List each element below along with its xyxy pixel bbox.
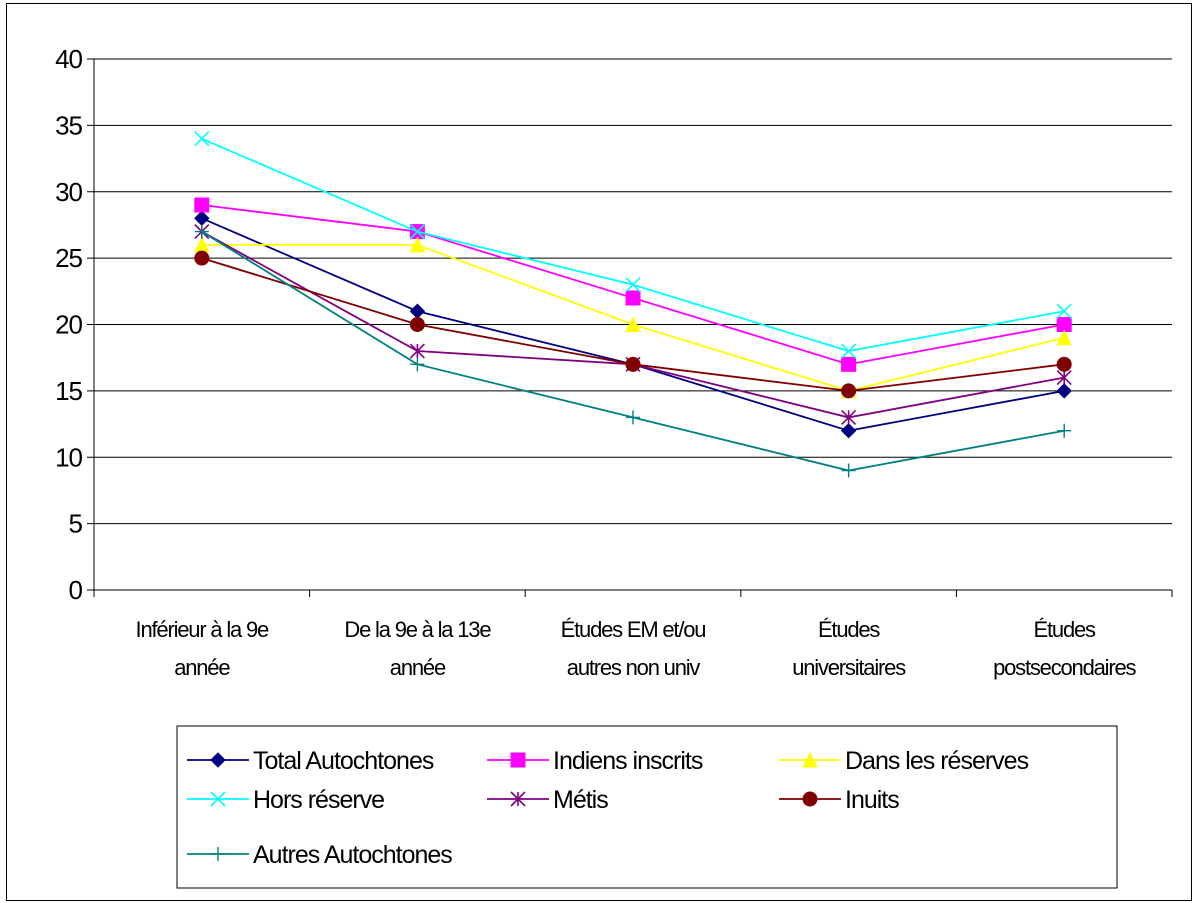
x-category-label: universitaires xyxy=(792,655,906,680)
legend-marker xyxy=(211,847,225,861)
legend-item: Dans les réserves xyxy=(779,747,1030,775)
data-point xyxy=(1056,370,1072,386)
y-tick-label: 0 xyxy=(69,575,83,605)
data-point xyxy=(1056,383,1072,399)
data-point xyxy=(409,224,425,240)
y-tick-label: 10 xyxy=(55,442,82,472)
data-point xyxy=(194,131,210,147)
legend-item: Indiens inscrits xyxy=(487,747,704,775)
data-point xyxy=(841,409,857,425)
data-point xyxy=(409,236,426,253)
legend-marker xyxy=(802,791,818,807)
data-point xyxy=(194,224,209,239)
y-tick-label: 40 xyxy=(55,44,82,74)
x-category-label: autres non univ xyxy=(567,655,701,680)
data-point xyxy=(409,303,426,319)
data-point xyxy=(1056,329,1073,346)
legend-marker xyxy=(510,752,526,768)
x-category-label: De la 9e à la 13e xyxy=(344,617,491,642)
x-category-label: Études xyxy=(1034,617,1096,642)
y-tick-label: 25 xyxy=(55,243,82,273)
legend-marker xyxy=(210,752,226,768)
x-category-label: Études xyxy=(818,617,880,642)
x-category-label: postsecondaires xyxy=(993,655,1136,680)
x-category-label: année xyxy=(390,655,446,680)
data-point xyxy=(1056,317,1072,332)
data-point xyxy=(1056,303,1072,319)
legend-item: Autres Autochtones xyxy=(187,841,453,869)
legend-marker xyxy=(210,791,226,807)
data-point xyxy=(841,343,857,359)
data-point xyxy=(841,356,857,372)
series-autres-autochtones xyxy=(194,224,1072,478)
legend-label: Hors réserve xyxy=(253,786,384,814)
legend-label: Total Autochtones xyxy=(253,747,434,775)
x-category-label: Inférieur à la 9e xyxy=(136,617,269,642)
y-tick-label: 30 xyxy=(55,177,82,207)
data-point xyxy=(625,356,641,372)
legend-label: Indiens inscrits xyxy=(553,747,703,775)
data-point xyxy=(1056,356,1072,372)
y-tick-label: 5 xyxy=(69,509,83,539)
y-tick-label: 35 xyxy=(55,110,82,140)
legend-label: Inuits xyxy=(845,786,899,814)
chart-frame: 0 5 10 15 20 25 30 35 40 Inférieur à la 9e année De… xyxy=(6,3,1192,901)
data-point xyxy=(194,250,210,266)
legend-box xyxy=(176,725,1118,889)
series-line xyxy=(201,230,1065,472)
series-dans-les-reserves xyxy=(193,236,1073,399)
gridlines xyxy=(94,58,1172,525)
data-point xyxy=(841,463,856,478)
series-hors-reserve xyxy=(194,131,1072,359)
legend-label: Autres Autochtones xyxy=(253,841,452,869)
y-tick-label: 20 xyxy=(55,310,82,340)
data-point xyxy=(410,357,425,372)
series-lines xyxy=(193,131,1073,478)
data-point xyxy=(625,290,641,306)
x-category-label: année xyxy=(174,655,230,680)
data-point xyxy=(409,343,425,359)
data-point xyxy=(840,422,857,439)
y-tick-label: 15 xyxy=(55,376,82,406)
legend-label: Dans les réserves xyxy=(845,747,1029,775)
legend-item: Total Autochtones xyxy=(187,747,435,775)
legend: Total Autochtones Indiens inscrits Dans le… xyxy=(176,725,1118,889)
data-point xyxy=(194,210,210,227)
data-point xyxy=(625,277,641,293)
legend-item: Hors réserve xyxy=(187,786,385,814)
data-point xyxy=(625,316,641,332)
legend-item: Inuits xyxy=(779,786,900,814)
legend-label: Métis xyxy=(553,786,608,814)
legend-item: Métis xyxy=(487,786,609,814)
data-point xyxy=(626,410,640,425)
data-point xyxy=(1057,423,1072,438)
legend-marker xyxy=(802,751,818,768)
data-point xyxy=(194,197,210,213)
axes: 0 5 10 15 20 25 30 35 40 Inférieur à la 9e année De… xyxy=(55,44,1173,680)
legend-marker xyxy=(510,791,526,807)
x-category-label: Études EM et/ou xyxy=(561,617,706,642)
data-point xyxy=(409,317,425,332)
line-chart: 0 5 10 15 20 25 30 35 40 Inférieur à la 9e année De… xyxy=(55,44,1173,889)
data-point xyxy=(841,383,857,399)
series-inuits xyxy=(194,250,1072,399)
